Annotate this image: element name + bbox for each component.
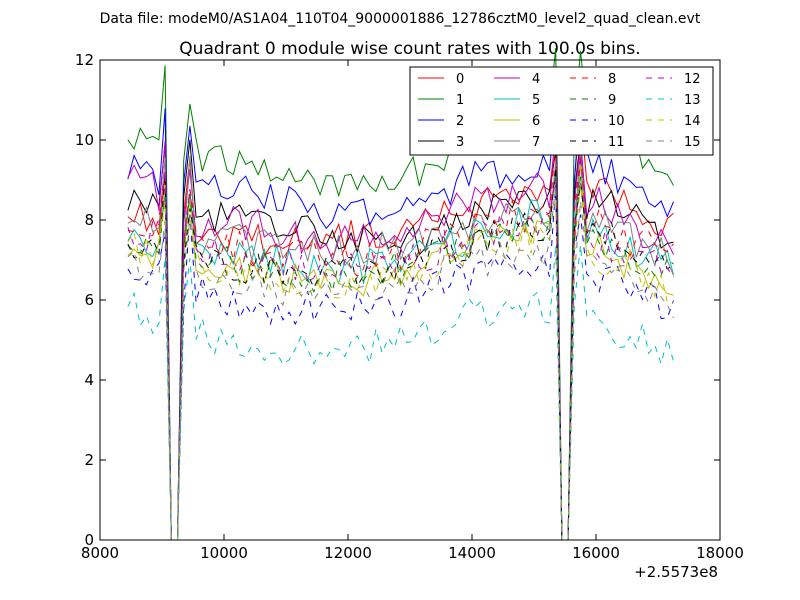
y-tick-label: 8 xyxy=(84,211,94,229)
series-line-15 xyxy=(127,185,674,541)
y-tick-label: 2 xyxy=(84,451,94,469)
legend-label-6: 6 xyxy=(532,114,540,129)
y-tick-label: 6 xyxy=(84,291,94,309)
legend-label-9: 9 xyxy=(608,93,616,108)
series-line-3 xyxy=(127,138,674,541)
series-layer xyxy=(127,48,674,541)
series-line-2 xyxy=(127,98,674,541)
y-tick-label: 0 xyxy=(84,531,94,549)
series-line-8 xyxy=(127,141,674,541)
series-line-0 xyxy=(127,112,674,541)
legend-label-4: 4 xyxy=(532,72,540,87)
legend-label-7: 7 xyxy=(532,135,540,150)
series-line-7 xyxy=(127,148,674,541)
x-tick-label: 14000 xyxy=(448,544,496,562)
legend-label-12: 12 xyxy=(684,72,701,87)
series-line-14 xyxy=(127,184,674,541)
y-tick-label: 4 xyxy=(84,371,94,389)
series-line-6 xyxy=(127,163,674,541)
legend-label-11: 11 xyxy=(608,135,625,150)
series-line-12 xyxy=(127,155,674,541)
x-axis-offset-label: +2.5573e8 xyxy=(634,563,718,581)
legend-label-5: 5 xyxy=(532,93,540,108)
x-tick-label: 8000 xyxy=(81,544,119,562)
legend-label-2: 2 xyxy=(456,114,464,129)
series-line-4 xyxy=(127,125,674,541)
legend-label-10: 10 xyxy=(608,114,625,129)
legend-label-1: 1 xyxy=(456,93,464,108)
series-line-11 xyxy=(127,167,674,541)
series-line-9 xyxy=(127,173,674,541)
chart-suptitle: Data file: modeM0/AS1A04_110T04_90000018… xyxy=(100,11,701,27)
y-tick-label: 10 xyxy=(75,131,94,149)
series-line-13 xyxy=(127,245,674,541)
legend-label-15: 15 xyxy=(684,135,701,150)
x-tick-label: 10000 xyxy=(200,544,248,562)
series-line-10 xyxy=(127,185,674,541)
legend-label-14: 14 xyxy=(684,114,701,129)
legend-label-8: 8 xyxy=(608,72,616,87)
x-tick-label: 18000 xyxy=(696,544,744,562)
legend-label-0: 0 xyxy=(456,72,464,87)
legend-label-13: 13 xyxy=(684,93,701,108)
y-tick-label: 12 xyxy=(75,51,94,69)
x-tick-label: 12000 xyxy=(324,544,372,562)
chart-title: Quadrant 0 module wise count rates with … xyxy=(179,39,640,59)
x-tick-label: 16000 xyxy=(572,544,620,562)
legend-box xyxy=(409,66,714,156)
legend-label-3: 3 xyxy=(456,135,464,150)
